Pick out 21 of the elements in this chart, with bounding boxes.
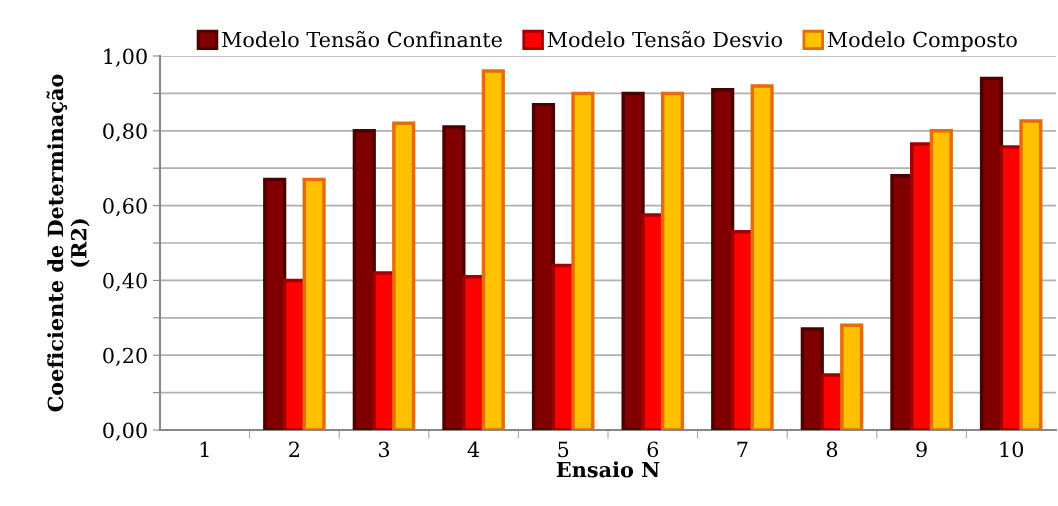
y-tick-label: 0,00 [103, 422, 147, 441]
x-tick-label: 9 [916, 441, 927, 458]
x-tick-label: 10 [1000, 441, 1024, 458]
y-tick-label: 1,00 [104, 48, 147, 67]
legend-label: Modelo Tensão Confinante [222, 30, 502, 48]
x-tick-label: 1 [200, 441, 209, 457]
x-tick-label: 3 [378, 441, 390, 458]
y-tick-label: 0,20 [103, 347, 147, 366]
x-tick-label: 4 [467, 441, 480, 457]
x-axis-title: Ensaio N [556, 461, 660, 478]
y-axis-title: Coeficiente de Determinação (R2) [46, 74, 90, 412]
y-tick-label: 0,80 [103, 123, 147, 142]
x-tick-label: 2 [289, 441, 299, 457]
x-tick-label: 8 [826, 441, 838, 458]
x-tick-label: 6 [647, 441, 659, 458]
y-tick-label: 0,60 [103, 198, 147, 217]
x-tick-label: 5 [558, 441, 569, 458]
legend-label: Modelo Composto [827, 31, 1017, 52]
x-tick-label: 7 [737, 441, 748, 457]
y-tick-label: 0,40 [103, 272, 147, 292]
legend-label: Modelo Tensão Desvio [547, 30, 782, 48]
